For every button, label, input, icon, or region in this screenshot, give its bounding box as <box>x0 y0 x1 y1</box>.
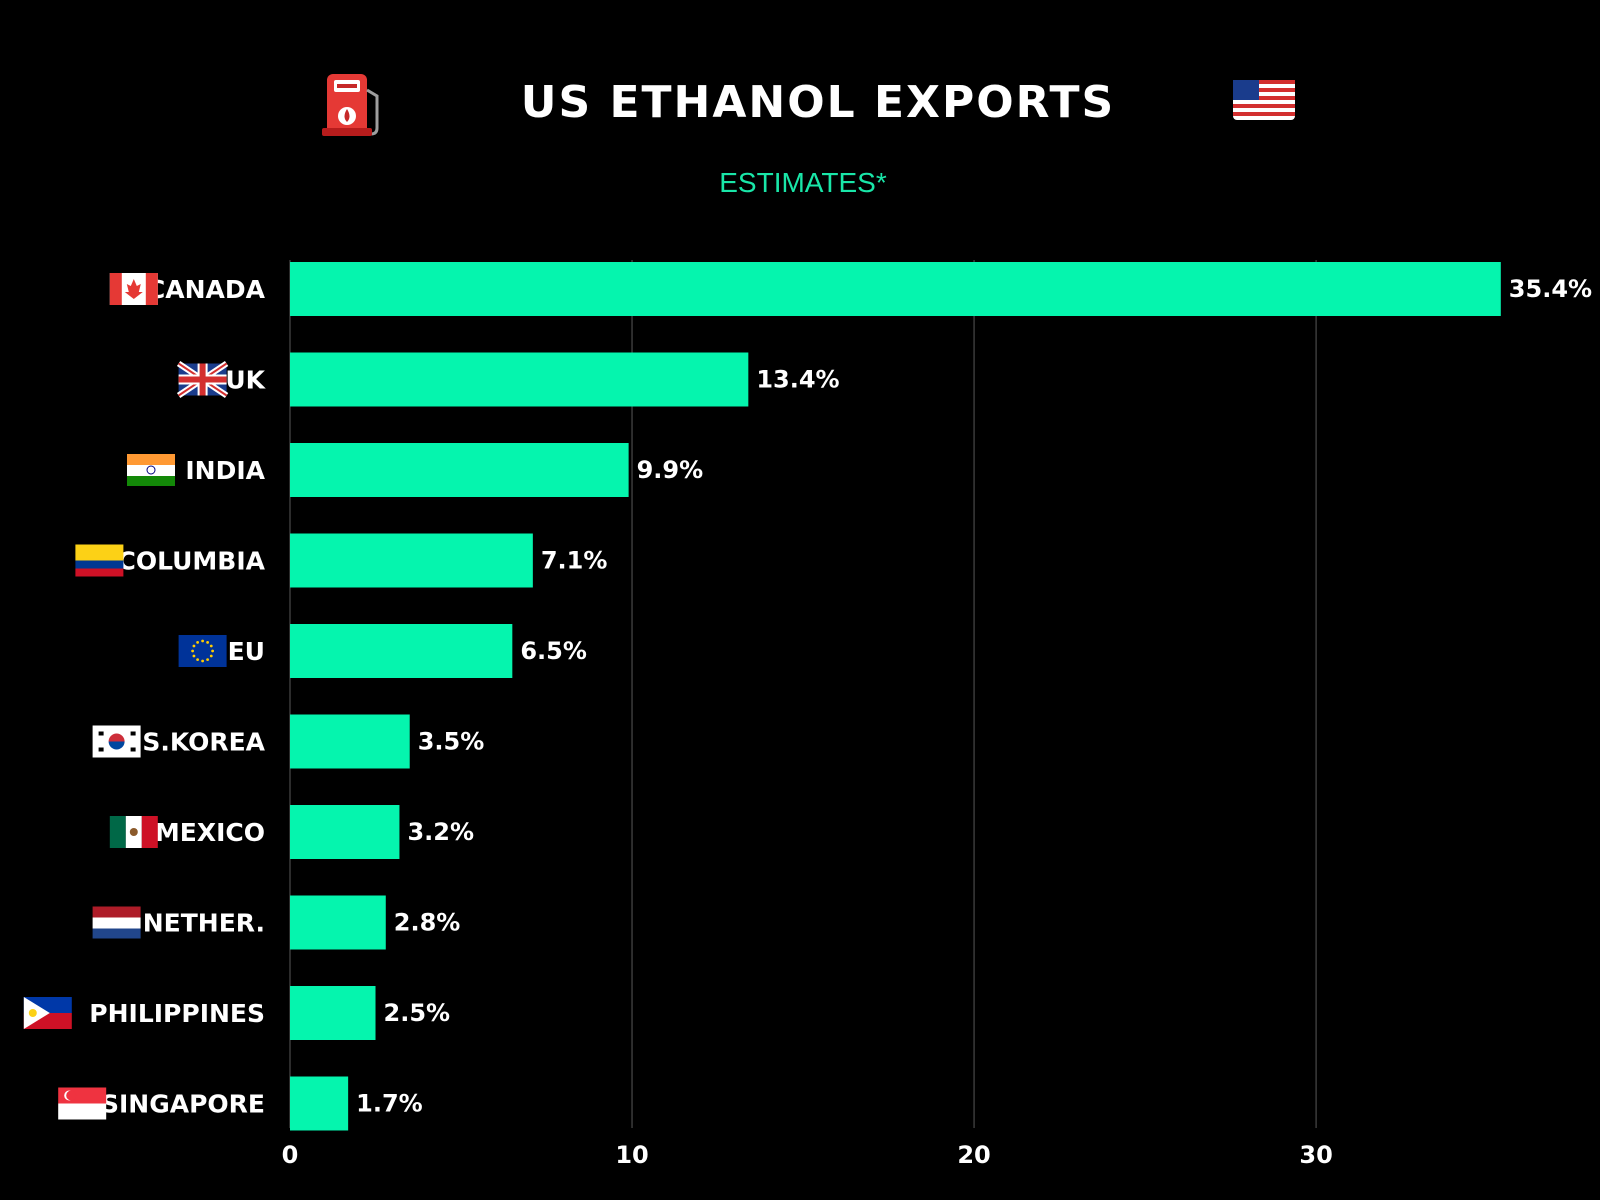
category-label: SINGAPORE <box>101 1090 265 1119</box>
category-label: PHILIPPINES <box>89 999 265 1028</box>
bar-mexico <box>290 805 400 859</box>
value-label: 13.4% <box>756 366 839 394</box>
bars <box>290 262 1501 1131</box>
bar-nether <box>290 895 386 950</box>
category-labels: CANADA UK INDIA COLUMBIA EU S.KOREA MEXICO NETH… <box>89 275 266 1119</box>
india-flag-icon <box>127 454 175 486</box>
philippines-flag-icon <box>23 997 72 1029</box>
chart-subtitle: ESTIMATES* <box>719 167 887 198</box>
value-label: 2.5% <box>384 999 451 1027</box>
value-label: 6.5% <box>520 637 587 665</box>
category-label: EU <box>228 637 265 666</box>
fuel-pump-icon <box>322 74 379 136</box>
category-label: CANADA <box>147 275 266 304</box>
flag-icons <box>23 273 229 1120</box>
bar-eu <box>290 624 513 678</box>
uk-flag-icon <box>176 361 229 398</box>
x-tick-label: 30 <box>1299 1141 1332 1169</box>
value-label: 1.7% <box>356 1090 423 1118</box>
value-label: 3.5% <box>418 728 485 756</box>
eu-flag-icon <box>178 635 227 667</box>
value-label: 35.4% <box>1509 275 1592 303</box>
bar-columbia <box>290 533 533 588</box>
bar-philippines <box>290 986 376 1040</box>
bar-india <box>290 443 629 497</box>
bar-skorea <box>290 714 410 769</box>
mexico-flag-icon <box>109 816 158 848</box>
canada-flag-icon <box>109 273 158 305</box>
value-label: 3.2% <box>407 818 474 846</box>
bar-uk <box>290 352 749 407</box>
category-label: NETHER. <box>143 909 265 938</box>
usa-flag-icon <box>1233 80 1295 120</box>
value-labels: 35.4% 13.4% 9.9% 7.1% 6.5% 3.5% 3.2% 2.8% 2.5% 1.… <box>356 275 1592 1118</box>
x-axis-ticks: 0 10 20 30 <box>282 1141 1333 1169</box>
x-tick-label: 0 <box>282 1141 299 1169</box>
bar-canada <box>290 262 1501 316</box>
category-label: UK <box>225 366 266 395</box>
x-tick-label: 20 <box>957 1141 990 1169</box>
bar-singapore <box>290 1076 349 1131</box>
singapore-flag-icon <box>58 1087 107 1120</box>
netherlands-flag-icon <box>92 906 141 939</box>
value-label: 9.9% <box>637 456 704 484</box>
colombia-flag-icon <box>75 544 124 577</box>
south-korea-flag-icon <box>92 725 141 758</box>
category-label: MEXICO <box>155 818 265 847</box>
value-label: 2.8% <box>394 909 461 937</box>
value-label: 7.1% <box>541 547 608 575</box>
category-label: INDIA <box>185 456 265 485</box>
category-label: S.KOREA <box>142 728 265 757</box>
chart-title: US ETHANOL EXPORTS <box>521 77 1116 128</box>
x-tick-label: 10 <box>615 1141 648 1169</box>
category-label: COLUMBIA <box>117 547 265 576</box>
